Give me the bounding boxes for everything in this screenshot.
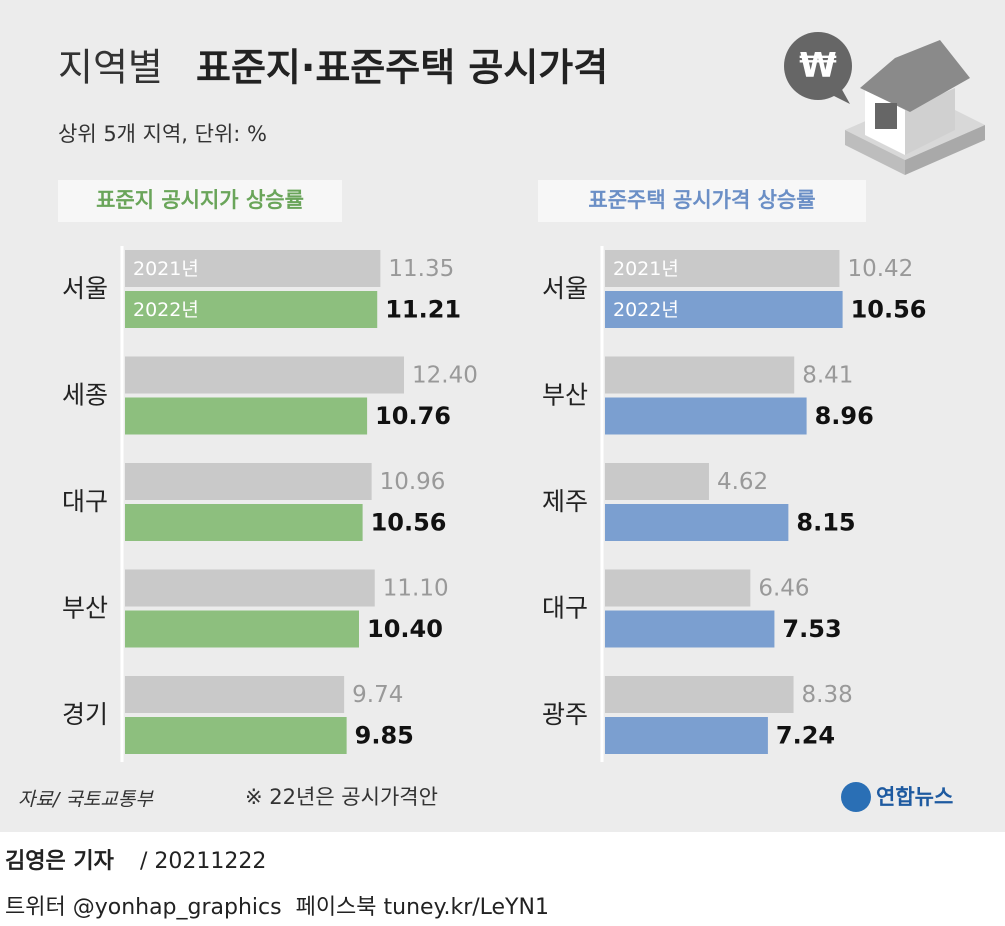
value-label: 10.40 xyxy=(367,615,443,643)
subtitle: 상위 5개 지역, 단위: % xyxy=(58,122,267,146)
bar xyxy=(125,504,363,541)
category-label: 서울 xyxy=(542,274,588,303)
icon-symbol: ₩ xyxy=(799,46,837,86)
footer-background xyxy=(0,832,1005,926)
source: 자료/ 국토교통부 xyxy=(18,789,154,811)
value-label: 6.46 xyxy=(758,576,809,602)
chart-title-box xyxy=(538,180,866,222)
category-label: 세종 xyxy=(62,381,108,410)
bar xyxy=(125,717,347,754)
value-label: 9.85 xyxy=(355,722,414,750)
chart-title: 표준주택 공시가격 상승률 xyxy=(588,188,815,212)
social: 트위터 @yonhap_graphics 페이스북 tuney.kr/LeYN1 xyxy=(5,895,549,920)
chart-title-box xyxy=(58,180,342,222)
chart-title: 표준지 공시지가 상승률 xyxy=(96,188,304,212)
bar xyxy=(605,356,795,394)
category-label: 부산 xyxy=(62,594,108,623)
bar xyxy=(605,397,807,435)
logo: 연합뉴스 xyxy=(876,785,953,809)
category-label: 제주 xyxy=(542,487,588,516)
value-label: 11.21 xyxy=(385,296,461,324)
value-label: 10.56 xyxy=(851,296,927,324)
bar xyxy=(125,610,359,648)
value-label: 11.10 xyxy=(383,576,449,602)
reporter: 김영은 기자 xyxy=(5,849,115,874)
category-label: 광주 xyxy=(542,700,588,729)
series-label: 2021년 xyxy=(613,258,679,280)
series-label: 2021년 xyxy=(133,258,199,280)
house-icon: ₩ xyxy=(784,32,985,175)
value-label: 4.62 xyxy=(717,469,768,495)
value-label: 12.40 xyxy=(412,363,478,389)
title-light: 지역별 xyxy=(58,46,163,90)
bar xyxy=(125,250,381,287)
bar xyxy=(605,291,843,328)
value-label: 7.53 xyxy=(782,615,841,643)
value-label: 8.41 xyxy=(802,363,853,389)
value-label: 7.24 xyxy=(776,722,835,750)
bar xyxy=(125,676,345,713)
bar xyxy=(605,676,794,713)
bar xyxy=(125,356,404,394)
category-label: 부산 xyxy=(542,381,588,410)
title-bold: 표준지·표준주택 공시가격 xyxy=(196,46,608,90)
series-label: 2022년 xyxy=(613,299,679,321)
value-label: 8.96 xyxy=(815,402,874,430)
bar xyxy=(605,463,709,500)
category-label: 경기 xyxy=(62,700,108,729)
logo-mark xyxy=(841,782,871,812)
bar xyxy=(605,717,768,754)
value-label: 8.38 xyxy=(802,682,853,708)
value-label: 9.74 xyxy=(352,682,403,708)
bar xyxy=(605,569,751,607)
bar xyxy=(605,250,840,287)
category-label: 서울 xyxy=(62,274,108,303)
bar xyxy=(125,397,368,435)
bar xyxy=(125,569,375,607)
category-label: 대구 xyxy=(542,594,588,623)
value-label: 11.35 xyxy=(388,256,454,282)
note: ※ 22년은 공시가격안 xyxy=(245,785,438,809)
value-label: 8.15 xyxy=(796,509,855,537)
series-label: 2022년 xyxy=(133,299,199,321)
value-label: 10.96 xyxy=(380,469,446,495)
bar xyxy=(605,504,789,541)
value-label: 10.76 xyxy=(375,402,451,430)
category-label: 대구 xyxy=(62,487,108,516)
bar xyxy=(125,463,372,500)
value-label: 10.56 xyxy=(371,509,447,537)
bar xyxy=(605,610,775,648)
bar xyxy=(125,291,378,328)
date: / 20211222 xyxy=(140,849,266,874)
value-label: 10.42 xyxy=(847,256,913,282)
